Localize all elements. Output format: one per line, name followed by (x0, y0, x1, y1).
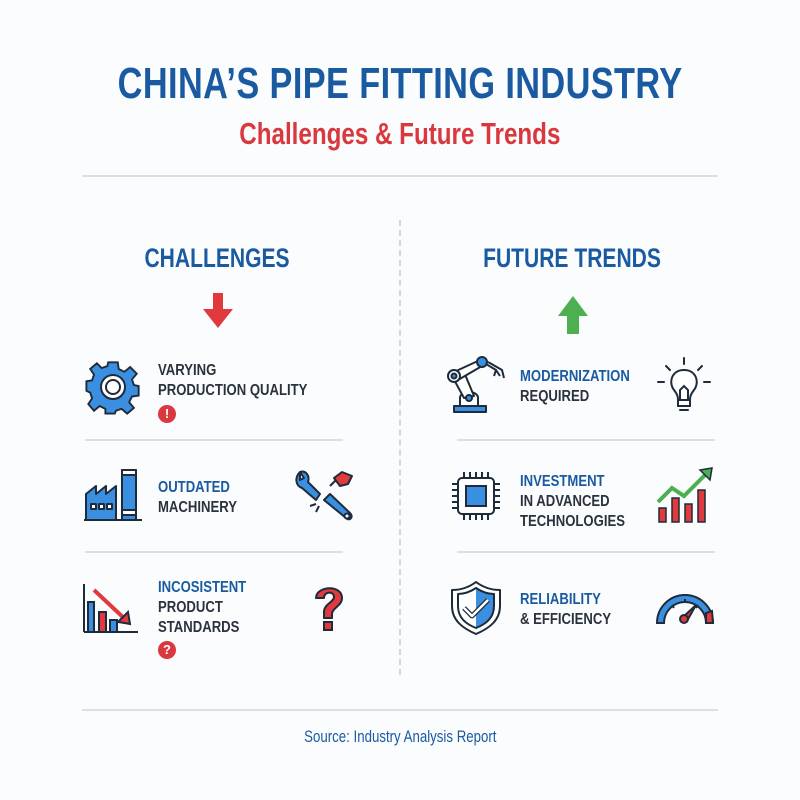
column-divider (399, 220, 401, 675)
source-caption: Source: Industry Analysis Report (0, 727, 800, 747)
trend-item-investment: INVESTMENT IN ADVANCED TECHNOLOGIES (520, 472, 648, 532)
challenge-3-line1: INCOSISTENT (158, 579, 247, 596)
exclamation-badge-icon: ! (158, 405, 176, 423)
footer-divider (82, 709, 718, 711)
challenges-heading: CHALLENGES (67, 243, 367, 274)
declining-chart-icon (83, 584, 138, 633)
challenge-1-line2: PRODUCTION QUALITY (158, 382, 308, 399)
growth-chart-icon (656, 467, 713, 523)
challenge-divider-2 (85, 551, 343, 553)
trends-heading-text: FUTURE TRENDS (483, 243, 661, 273)
trends-heading: FUTURE TRENDS (422, 243, 722, 274)
page-title: CHINA’S PIPE FITTING INDUSTRY (0, 58, 800, 110)
broken-wrench-icon (295, 470, 353, 521)
trend-item-reliability: RELIABILITY & EFFICIENCY (520, 590, 631, 630)
question-mark-icon (315, 587, 343, 631)
lightbulb-icon (657, 357, 711, 411)
challenge-3-line3: STANDARDS (158, 619, 240, 636)
challenge-item-varying-quality: VARYING PRODUCTION QUALITY (158, 361, 340, 401)
page-subtitle: Challenges & Future Trends (0, 114, 800, 154)
robotic-arm-icon (447, 356, 505, 413)
gear-icon (85, 361, 140, 415)
page-title-text: CHINA’S PIPE FITTING INDUSTRY (117, 59, 683, 108)
trend-2-line1: INVESTMENT (520, 473, 605, 490)
question-badge-icon: ? (158, 641, 176, 659)
shield-check-icon (451, 581, 501, 635)
challenge-2-line1: OUTDATED (158, 479, 230, 496)
challenge-item-outdated-machinery: OUTDATED MACHINERY (158, 478, 254, 518)
trend-item-modernization: MODERNIZATION REQUIRED (520, 367, 654, 407)
header: CHINA’S PIPE FITTING INDUSTRY Challenges… (0, 58, 800, 154)
trend-2-line3: TECHNOLOGIES (520, 513, 625, 530)
trend-1-line1: MODERNIZATION (520, 368, 630, 385)
challenge-2-line2: MACHINERY (158, 499, 237, 516)
microchip-icon (452, 472, 500, 520)
trend-divider-2 (457, 551, 715, 553)
trend-3-line1: RELIABILITY (520, 591, 601, 608)
page-subtitle-text: Challenges & Future Trends (239, 116, 561, 151)
source-text: Source: Industry Analysis Report (303, 727, 497, 746)
challenge-divider-1 (85, 439, 343, 441)
trend-divider-1 (457, 439, 715, 441)
challenges-heading-text: CHALLENGES (144, 243, 290, 273)
trend-1-line2: REQUIRED (520, 388, 590, 405)
trend-3-line2: & EFFICIENCY (520, 611, 612, 628)
trend-2-line2: IN ADVANCED (520, 493, 610, 510)
speedometer-icon (655, 594, 715, 624)
header-divider (82, 175, 718, 177)
challenge-item-inconsistent-standards: INCOSISTENT PRODUCT STANDARDS (158, 578, 266, 638)
down-arrow-icon (203, 293, 233, 328)
up-arrow-icon (558, 296, 588, 334)
factory-icon (84, 469, 142, 521)
challenge-3-line2: PRODUCT (158, 599, 223, 616)
challenge-1-line1: VARYING (158, 362, 217, 379)
